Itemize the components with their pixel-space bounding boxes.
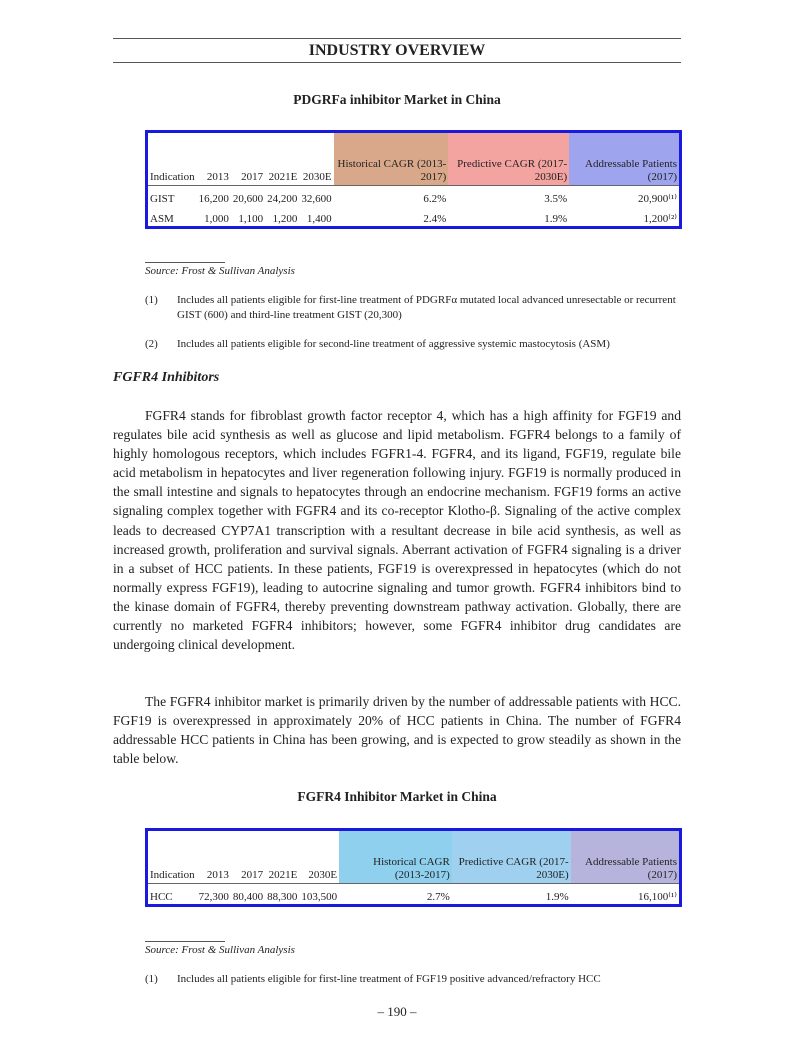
column-header: Addressable Patients (2017) bbox=[570, 829, 681, 884]
column-header: Addressable Patients (2017) bbox=[569, 131, 681, 186]
cell: 103,500 bbox=[301, 891, 338, 903]
rule bbox=[145, 262, 225, 263]
note-number: (1) bbox=[145, 973, 158, 985]
page-number: – 190 – bbox=[377, 1004, 417, 1019]
cell: 32,600 bbox=[301, 193, 332, 205]
column-header: 2030E bbox=[299, 131, 334, 186]
note: (1) Includes all patients eligible for fi… bbox=[145, 293, 681, 323]
column-header: Indication bbox=[146, 131, 197, 186]
header-row: Indication 2013 2017 2021E 2030E Historical C… bbox=[146, 131, 681, 186]
column-header: Predictive CAGR (2017-2030E) bbox=[448, 131, 570, 186]
cell: 1.9% bbox=[545, 891, 569, 903]
cell: 24,200 bbox=[267, 193, 298, 205]
column-header: 2017 bbox=[230, 131, 266, 186]
source: Source: Frost & Sullivan Analysis bbox=[145, 944, 295, 956]
cell: 1,400 bbox=[306, 213, 332, 225]
paragraph: The FGFR4 inhibitor market is primarily … bbox=[113, 694, 681, 767]
column-header: 2013 bbox=[196, 131, 231, 186]
table: Indication 2013 2017 2021E 2030E Historical C… bbox=[145, 130, 682, 229]
cell: 16,100⁽¹⁾ bbox=[638, 891, 677, 903]
column-header: 2030E bbox=[299, 829, 340, 884]
column-header: 2021E bbox=[265, 829, 300, 884]
row: ASM 1,000 1,100 1,200 1,400 2.4% 1.9% 1,200⁽²⁾ bbox=[147, 206, 681, 228]
note-text: Includes all patients eligible for secon… bbox=[177, 338, 610, 350]
cell: 20,900⁽¹⁾ bbox=[638, 193, 677, 205]
column-header: Predictive CAGR (2017-2030E) bbox=[451, 829, 571, 884]
note: (1) Includes all patients eligible for fi… bbox=[145, 972, 681, 987]
column-header: 2017 bbox=[230, 829, 266, 884]
column-header: 2013 bbox=[196, 829, 231, 884]
cell: 2.4% bbox=[423, 213, 447, 225]
cell: 1.9% bbox=[544, 213, 568, 225]
cell: 1,200 bbox=[272, 213, 298, 225]
column-header: 2021E bbox=[265, 131, 300, 186]
cell: ASM bbox=[150, 213, 174, 225]
cell: HCC bbox=[150, 891, 173, 903]
column-header: Historical CAGR (2013-2017) bbox=[333, 131, 449, 186]
column-header: Historical CAGR (2013-2017) bbox=[339, 829, 452, 884]
cell: 20,600 bbox=[232, 193, 264, 205]
column-header: Indication bbox=[146, 829, 197, 884]
table-title: FGFR4 Inhibitor Market in China bbox=[297, 789, 497, 804]
paragraph: FGFR4 stands for fibroblast growth facto… bbox=[113, 408, 681, 653]
cell: 1,100 bbox=[238, 213, 264, 225]
cell: 72,300 bbox=[198, 891, 229, 903]
note: (2) Includes all patients eligible for se… bbox=[145, 337, 681, 352]
table: Indication 2013 2017 2021E 2030E Historical C… bbox=[145, 828, 682, 907]
row: GIST 16,200 20,600 24,200 32,600 6.2% 3.5% 20,9… bbox=[147, 186, 681, 207]
source: Source: Frost & Sullivan Analysis bbox=[145, 265, 295, 277]
note-number: (1) bbox=[145, 294, 158, 306]
cell: GIST bbox=[150, 193, 175, 205]
note-text: Includes all patients eligible for first… bbox=[177, 294, 676, 321]
table-title: PDGRFa inhibitor Market in China bbox=[293, 92, 501, 107]
cell: 16,200 bbox=[198, 193, 229, 205]
cell: 6.2% bbox=[423, 193, 447, 205]
section-heading: FGFR4 Inhibitors bbox=[113, 370, 220, 385]
cell: 88,300 bbox=[267, 891, 298, 903]
cell: 1,200⁽²⁾ bbox=[643, 213, 677, 225]
rule bbox=[145, 941, 225, 942]
cell: 1,000 bbox=[204, 213, 229, 225]
note-number: (2) bbox=[145, 338, 158, 350]
header-row: Indication 2013 2017 2021E 2030E Historical C… bbox=[146, 829, 681, 884]
cell: 80,400 bbox=[232, 891, 264, 903]
note-text: Includes all patients eligible for first… bbox=[177, 973, 601, 985]
cell: 2.7% bbox=[426, 891, 450, 903]
page-header: INDUSTRY OVERVIEW bbox=[113, 38, 681, 63]
row: HCC 72,300 80,400 88,300 103,500 2.7% 1.9% 16,1… bbox=[147, 884, 681, 906]
cell: 3.5% bbox=[544, 193, 568, 205]
